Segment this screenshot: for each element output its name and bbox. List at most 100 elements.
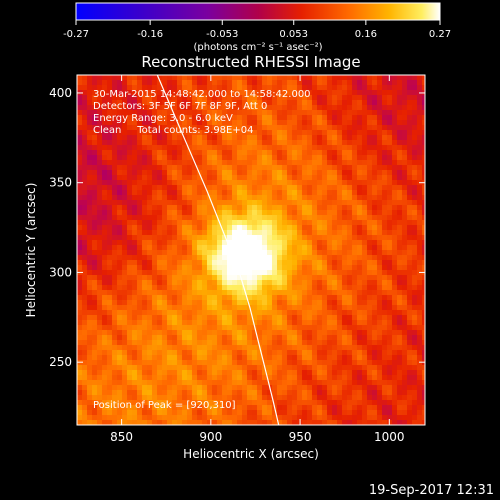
heatmap-cell [307, 325, 313, 331]
heatmap-cell [187, 260, 193, 266]
heatmap-cell [247, 285, 253, 291]
heatmap-cell [362, 410, 368, 416]
heatmap-cell [322, 120, 328, 126]
heatmap-cell [82, 220, 88, 226]
heatmap-cell [137, 365, 143, 371]
heatmap-cell [132, 330, 138, 336]
heatmap-cell [117, 325, 123, 331]
heatmap-cell [272, 240, 278, 246]
heatmap-cell [82, 240, 88, 246]
heatmap-cell [372, 225, 378, 231]
heatmap-cell [92, 85, 98, 91]
heatmap-cell [112, 155, 118, 161]
heatmap-cell [82, 415, 88, 421]
heatmap-cell [102, 260, 108, 266]
heatmap-cell [347, 190, 353, 196]
heatmap-cell [152, 320, 158, 326]
heatmap-cell [412, 295, 418, 301]
heatmap-cell [257, 85, 263, 91]
heatmap-cell [332, 340, 338, 346]
heatmap-cell [87, 300, 93, 306]
heatmap-cell [272, 180, 278, 186]
heatmap-cell [397, 370, 403, 376]
heatmap-cell [117, 160, 123, 166]
heatmap-cell [202, 290, 208, 296]
heatmap-cell [237, 325, 243, 331]
heatmap-cell [247, 420, 253, 425]
heatmap-cell [407, 75, 413, 81]
heatmap-cell [167, 415, 173, 421]
heatmap-cell [92, 290, 98, 296]
heatmap-cell [292, 180, 298, 186]
heatmap-cell [407, 260, 413, 266]
heatmap-cell [112, 310, 118, 316]
heatmap-cell [247, 415, 253, 421]
heatmap-cell [417, 130, 423, 136]
heatmap-cell [147, 200, 153, 206]
heatmap-cell [397, 290, 403, 296]
heatmap-cell [112, 320, 118, 326]
heatmap-cell [207, 320, 213, 326]
heatmap-cell [142, 285, 148, 291]
heatmap-cell [257, 180, 263, 186]
heatmap-cell [77, 330, 83, 336]
heatmap-cell [422, 135, 425, 141]
colorbar-tick-label: -0.27 [63, 29, 89, 40]
heatmap-cell [347, 320, 353, 326]
heatmap-cell [247, 310, 253, 316]
heatmap-cell [392, 345, 398, 351]
heatmap-cell [417, 300, 423, 306]
heatmap-cell [132, 410, 138, 416]
heatmap-cell [192, 250, 198, 256]
heatmap-cell [212, 385, 218, 391]
heatmap-cell [202, 100, 208, 106]
heatmap-cell [97, 330, 103, 336]
heatmap-cell [97, 185, 103, 191]
heatmap-cell [147, 105, 153, 111]
heatmap-cell [142, 85, 148, 91]
heatmap-cell [87, 260, 93, 266]
heatmap-cell [277, 160, 283, 166]
heatmap-cell [257, 255, 263, 261]
heatmap-cell [322, 155, 328, 161]
heatmap-cell [247, 325, 253, 331]
heatmap-cell [187, 170, 193, 176]
heatmap-cell [117, 315, 123, 321]
heatmap-cell [377, 145, 383, 151]
heatmap-cell [402, 385, 408, 391]
heatmap-cell [307, 390, 313, 396]
heatmap-cell [172, 105, 178, 111]
heatmap-cell [137, 360, 143, 366]
heatmap-cell [242, 165, 248, 171]
heatmap-cell [307, 125, 313, 131]
heatmap-cell [407, 340, 413, 346]
heatmap-cell [102, 395, 108, 401]
heatmap-cell [362, 370, 368, 376]
heatmap-cell [262, 230, 268, 236]
heatmap-cell [162, 190, 168, 196]
heatmap-cell [217, 190, 223, 196]
heatmap-cell [387, 405, 393, 411]
heatmap-cell [402, 120, 408, 126]
heatmap-cell [132, 165, 138, 171]
heatmap-cell [167, 370, 173, 376]
heatmap-cell [347, 95, 353, 101]
heatmap-cell [332, 420, 338, 425]
heatmap-cell [402, 135, 408, 141]
heatmap-cell [267, 80, 273, 86]
heatmap-cell [362, 280, 368, 286]
heatmap-cell [152, 180, 158, 186]
heatmap-cell [242, 80, 248, 86]
heatmap-cell [227, 415, 233, 421]
heatmap-cell [152, 185, 158, 191]
heatmap-cell [162, 75, 168, 81]
heatmap-cell [112, 370, 118, 376]
heatmap-cell [232, 170, 238, 176]
heatmap-cell [257, 405, 263, 411]
heatmap-cell [277, 370, 283, 376]
heatmap-cell [227, 85, 233, 91]
heatmap-cell [302, 245, 308, 251]
heatmap-cell [322, 115, 328, 121]
heatmap-cell [422, 370, 425, 376]
heatmap-cells [77, 75, 425, 425]
